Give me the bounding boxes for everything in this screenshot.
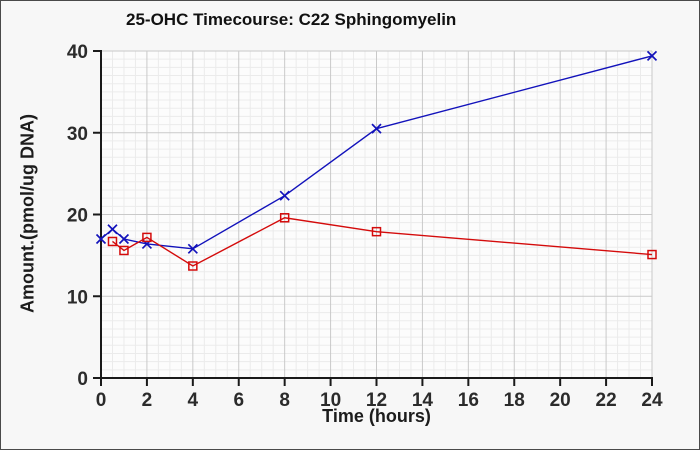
red-open-square-series-line <box>112 217 653 267</box>
x-tick-label: 4 <box>188 390 199 411</box>
x-tick-label: 0 <box>96 390 107 411</box>
blue-x-series-marker <box>646 50 658 62</box>
chart-title: 25-OHC Timecourse: C22 Sphingomyelin <box>126 10 457 29</box>
x-tick-label: 24 <box>641 390 663 411</box>
red-open-square-series-marker <box>371 226 382 237</box>
blue-x-series-marker <box>279 190 290 201</box>
x-tick-label: 6 <box>233 390 244 411</box>
red-open-square-series-marker <box>119 245 129 256</box>
x-axis-title: Time (hours) <box>322 406 431 426</box>
y-tick-label: 0 <box>77 369 88 390</box>
red-open-square-series-marker <box>107 236 118 247</box>
y-tick-label: 20 <box>67 206 88 227</box>
blue-x-series-marker <box>107 224 118 235</box>
red-open-square-series-marker <box>188 261 198 271</box>
x-tick-label: 12 <box>366 390 387 411</box>
x-tick-label: 22 <box>596 390 617 411</box>
y-tick-label: 30 <box>67 124 88 145</box>
x-tick-label: 18 <box>504 390 525 411</box>
blue-x-series-marker <box>118 233 130 245</box>
red-open-square-series-marker <box>647 249 657 260</box>
x-tick-label: 10 <box>320 390 341 411</box>
y-axis-title: Amount.(pmol/ug DNA) <box>17 114 38 313</box>
y-tick-label: 10 <box>67 287 88 308</box>
x-tick-label: 14 <box>412 390 434 411</box>
y-tick-label: 40 <box>67 42 88 63</box>
x-tick-label: 16 <box>458 390 479 411</box>
blue-x-series-marker <box>95 233 107 245</box>
red-open-square-series-marker <box>142 232 152 243</box>
blue-x-series-marker <box>187 243 198 254</box>
x-tick-label: 2 <box>142 390 153 411</box>
x-tick-label: 8 <box>279 390 290 411</box>
blue-x-series-marker <box>371 123 382 134</box>
red-open-square-series-marker <box>279 213 290 223</box>
x-tick-label: 20 <box>550 390 571 411</box>
